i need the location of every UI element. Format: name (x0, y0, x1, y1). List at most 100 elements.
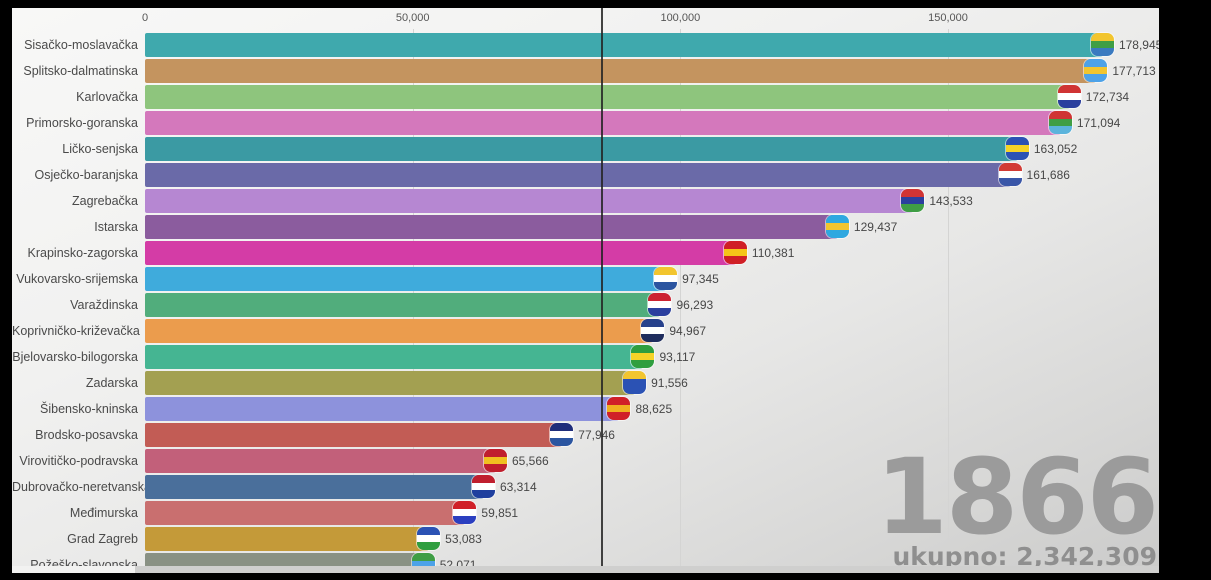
video-progress-strip[interactable] (12, 566, 1159, 573)
bar-row: Dubrovačko-neretvanska 63,314 (12, 474, 1159, 500)
bar-row: Vukovarsko-srijemska 97,345 (12, 266, 1159, 292)
bar-row: Splitsko-dalmatinska 177,713 (12, 58, 1159, 84)
bar-row: Šibensko-kninska 88,625 (12, 396, 1159, 422)
bar-row: Brodsko-posavska 77,946 (12, 422, 1159, 448)
county-label: Karlovačka (76, 90, 138, 104)
county-flag-icon (641, 319, 665, 342)
axis-tick: 0 (141, 12, 149, 24)
value-label: 163,052 (1033, 142, 1078, 156)
population-bar (145, 33, 1103, 57)
value-label: 161,686 (1026, 168, 1070, 182)
value-label: 53,083 (445, 532, 482, 546)
county-label: Virovitičko-podravska (19, 454, 138, 468)
marker-line (601, 8, 603, 566)
county-label: Istarska (94, 220, 138, 234)
population-bar (145, 397, 620, 421)
bar-row: Međimurska 59,851 (12, 500, 1159, 526)
value-label: 91,556 (651, 376, 688, 390)
value-label: 129,437 (853, 220, 898, 234)
county-flag-icon (631, 345, 655, 368)
county-label: Ličko-senjska (62, 142, 138, 156)
value-label: 96,293 (676, 298, 714, 312)
county-flag-icon (453, 501, 477, 524)
value-label: 172,734 (1085, 90, 1130, 104)
bar-row: Grad Zagreb 53,083 (12, 526, 1159, 552)
value-label: 177,713 (1112, 64, 1156, 78)
population-bar (145, 345, 644, 369)
county-label: Vukovarsko-srijemska (16, 272, 138, 286)
population-bar (145, 319, 654, 343)
axis-tick: 50,000 (395, 12, 430, 24)
bar-row: Karlovačka 172,734 (12, 84, 1159, 110)
county-label: Splitsko-dalmatinska (23, 64, 138, 78)
county-flag-icon (1090, 33, 1114, 56)
population-bar (145, 293, 661, 317)
county-label: Koprivničko-križevačka (12, 324, 140, 338)
population-bar (145, 85, 1070, 109)
population-bar (145, 137, 1018, 161)
county-label: Varaždinska (70, 298, 138, 312)
chart-canvas: 0 50,000 100,000 150,000 Sisačko-moslavačka… (12, 8, 1159, 573)
population-bar (145, 267, 667, 291)
bar-row: Ličko-senjska 163,052 (12, 136, 1159, 162)
population-bar (145, 475, 484, 499)
county-flag-icon (1048, 111, 1072, 134)
county-flag-icon (723, 241, 747, 264)
population-bar (145, 527, 430, 551)
value-label: 94,967 (669, 324, 707, 338)
value-label: 97,345 (682, 272, 719, 286)
county-label: Zadarska (85, 376, 138, 390)
bar-row: Zadarska 91,556 (12, 370, 1159, 396)
bar-row: Primorsko-goranska 171,094 (12, 110, 1159, 136)
population-bar (145, 59, 1097, 83)
bar-row: Virovitičko-podravska 65,566 (12, 448, 1159, 474)
axis-tick: 150,000 (928, 12, 968, 24)
gridline (948, 29, 949, 573)
county-flag-icon (998, 163, 1022, 186)
year-overlay: 1866 ukupno: 2,342,309 (875, 435, 1159, 571)
county-label: Zagrebačka (71, 194, 138, 208)
axis-tick: 100,000 (660, 12, 701, 24)
bar-row: Sisačko-moslavačka 178,945 (12, 32, 1159, 58)
county-flag-icon (1057, 85, 1081, 108)
population-bar (145, 501, 466, 525)
county-label: Bjelovarsko-bilogorska (12, 350, 138, 364)
bar-row: Istarska 129,437 (12, 214, 1159, 240)
population-bar (145, 189, 914, 213)
county-flag-icon (654, 267, 678, 290)
population-bar (145, 241, 736, 265)
population-bar (145, 371, 636, 395)
population-bar (145, 449, 496, 473)
gridline (680, 29, 682, 573)
county-flag-icon (471, 475, 495, 498)
bar-row: Krapinsko-zagorska 110,381 (12, 240, 1159, 266)
county-label: Međimurska (69, 506, 138, 520)
bar-row: Osječko-baranjska 161,686 (12, 162, 1159, 188)
county-label: Sisačko-moslavačka (24, 38, 138, 52)
value-label: 63,314 (499, 480, 537, 494)
bar-row: Bjelovarsko-bilogorska 93,117 (12, 344, 1159, 370)
bar-rows: Sisačko-moslavačka 178,945 Splitsko-dalm… (12, 8, 1159, 573)
value-label: 88,625 (635, 402, 673, 416)
county-flag-icon (825, 215, 849, 238)
county-flag-icon (648, 293, 672, 316)
county-flag-icon (417, 527, 441, 550)
bar-row: Koprivničko-križevačka 94,967 (12, 318, 1159, 344)
progress-watched-segment (12, 566, 135, 573)
bar-row: Varaždinska 96,293 (12, 292, 1159, 318)
county-flag-icon (550, 423, 574, 446)
value-label: 93,117 (659, 350, 696, 364)
bar-row: Zagrebačka 143,533 (12, 188, 1159, 214)
value-label: 178,945 (1118, 38, 1159, 52)
county-label: Grad Zagreb (67, 532, 138, 546)
county-flag-icon (1005, 137, 1029, 160)
population-bar (145, 423, 563, 447)
county-label: Dubrovačko-neretvanska (12, 480, 151, 494)
year-label: 1866 (875, 435, 1159, 558)
county-label: Primorsko-goranska (26, 116, 138, 130)
county-flag-icon (901, 189, 925, 212)
value-label: 110,381 (751, 246, 795, 260)
value-label: 59,851 (481, 506, 519, 520)
value-label: 65,566 (511, 454, 549, 468)
